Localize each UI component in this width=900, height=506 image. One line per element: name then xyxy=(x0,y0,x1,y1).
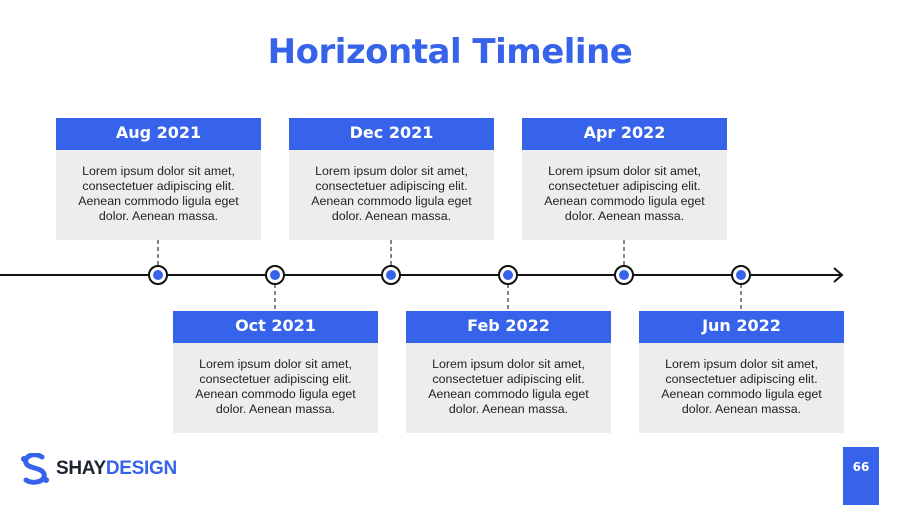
card-text-line: Lorem ipsum dolor sit amet, xyxy=(199,357,352,371)
timeline-card-dec-2021: Dec 2021 Lorem ipsum dolor sit amet, con… xyxy=(289,118,494,240)
card-description: Lorem ipsum dolor sit amet, consectetuer… xyxy=(56,150,261,240)
card-text-line: Lorem ipsum dolor sit amet, xyxy=(82,164,235,178)
card-date: Aug 2021 xyxy=(56,118,261,150)
slide-title: Horizontal Timeline xyxy=(267,32,633,72)
card-text-line: dolor. Aenean massa. xyxy=(331,209,452,223)
page-number: 66 xyxy=(852,460,870,474)
marker-jun-2022 xyxy=(731,265,751,285)
card-description: Lorem ipsum dolor sit amet, consectetuer… xyxy=(522,150,727,240)
s-logo-icon xyxy=(21,453,49,485)
card-description: Lorem ipsum dolor sit amet, consectetuer… xyxy=(173,343,378,433)
card-text-line: Lorem ipsum dolor sit amet, xyxy=(548,164,701,178)
card-text-line: Aenean commodo ligula eget xyxy=(428,387,589,401)
card-text-line: consectetuer adipiscing elit. xyxy=(315,179,468,193)
marker-oct-2021 xyxy=(265,265,285,285)
card-text-line: consectetuer adipiscing elit. xyxy=(199,372,352,386)
card-text-line: consectetuer adipiscing elit. xyxy=(432,372,585,386)
card-text-line: consectetuer adipiscing elit. xyxy=(665,372,818,386)
brand-name: SHAYDESIGN xyxy=(56,458,177,480)
brand-name-part2: DESIGN xyxy=(105,458,177,479)
marker-feb-2022 xyxy=(498,265,518,285)
brand-logo: SHAYDESIGN xyxy=(20,452,177,486)
card-text-line: dolor. Aenean massa. xyxy=(448,402,569,416)
card-description: Lorem ipsum dolor sit amet, consectetuer… xyxy=(289,150,494,240)
card-text-line: Aenean commodo ligula eget xyxy=(544,194,705,208)
card-text-line: Aenean commodo ligula eget xyxy=(661,387,822,401)
marker-aug-2021 xyxy=(148,265,168,285)
card-text-line: dolor. Aenean massa. xyxy=(681,402,802,416)
card-description: Lorem ipsum dolor sit amet, consectetuer… xyxy=(406,343,611,433)
card-text-line: Lorem ipsum dolor sit amet, xyxy=(315,164,468,178)
timeline-card-oct-2021: Oct 2021 Lorem ipsum dolor sit amet, con… xyxy=(173,311,378,433)
card-text-line: dolor. Aenean massa. xyxy=(564,209,685,223)
timeline-card-feb-2022: Feb 2022 Lorem ipsum dolor sit amet, con… xyxy=(406,311,611,433)
timeline-card-jun-2022: Jun 2022 Lorem ipsum dolor sit amet, con… xyxy=(639,311,844,433)
marker-apr-2022 xyxy=(614,265,634,285)
card-date: Dec 2021 xyxy=(289,118,494,150)
card-text-line: consectetuer adipiscing elit. xyxy=(548,179,701,193)
card-date: Feb 2022 xyxy=(406,311,611,343)
card-description: Lorem ipsum dolor sit amet, consectetuer… xyxy=(639,343,844,433)
card-text-line: Aenean commodo ligula eget xyxy=(311,194,472,208)
card-date: Jun 2022 xyxy=(639,311,844,343)
page-number-badge: 66 xyxy=(843,447,879,505)
card-text-line: dolor. Aenean massa. xyxy=(98,209,219,223)
card-text-line: Lorem ipsum dolor sit amet, xyxy=(432,357,585,371)
marker-dec-2021 xyxy=(381,265,401,285)
card-text-line: Lorem ipsum dolor sit amet, xyxy=(665,357,818,371)
timeline-card-aug-2021: Aug 2021 Lorem ipsum dolor sit amet, con… xyxy=(56,118,261,240)
timeline-arrow-icon xyxy=(833,267,844,283)
card-text-line: Aenean commodo ligula eget xyxy=(78,194,239,208)
card-date: Oct 2021 xyxy=(173,311,378,343)
card-text-line: Aenean commodo ligula eget xyxy=(195,387,356,401)
brand-name-part1: SHAY xyxy=(56,458,106,479)
card-text-line: dolor. Aenean massa. xyxy=(215,402,336,416)
timeline-card-apr-2022: Apr 2022 Lorem ipsum dolor sit amet, con… xyxy=(522,118,727,240)
card-date: Apr 2022 xyxy=(522,118,727,150)
card-text-line: consectetuer adipiscing elit. xyxy=(82,179,235,193)
